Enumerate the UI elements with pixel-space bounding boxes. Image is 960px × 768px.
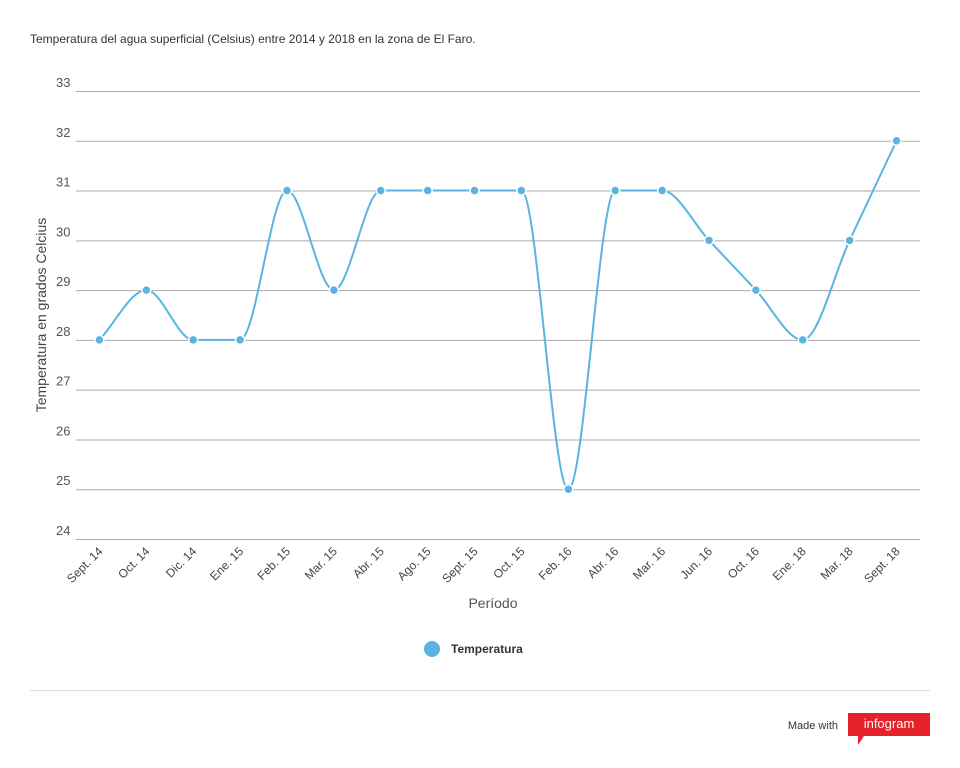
- y-tick-label: 25: [56, 473, 70, 488]
- data-point: [422, 185, 433, 196]
- x-tick-label: Oct. 14: [115, 544, 152, 581]
- footer-text: Made with: [788, 720, 838, 732]
- x-tick-label: Sept. 18: [861, 544, 903, 586]
- x-tick-label: Feb. 15: [254, 544, 293, 583]
- data-point: [891, 135, 902, 147]
- x-tick-label: Ene. 18: [770, 544, 809, 583]
- y-tick-label: 27: [56, 374, 70, 389]
- chart-title: Temperatura del agua superficial (Celsiu…: [30, 32, 476, 46]
- x-tick-label: Abr. 16: [585, 544, 622, 581]
- y-tick-label: 29: [56, 274, 70, 289]
- data-point: [187, 334, 199, 346]
- y-tick-label: 30: [56, 224, 70, 239]
- x-tick-label: Mar. 15: [302, 544, 340, 582]
- data-point: [375, 185, 387, 196]
- legend-marker: [424, 641, 440, 657]
- y-axis-label: Temperatura en grados Celcius: [33, 218, 49, 413]
- y-tick-label: 28: [56, 324, 70, 339]
- x-axis-label: Período: [468, 595, 517, 611]
- x-tick-label: Ene. 15: [207, 544, 246, 583]
- x-tick-label: Mar. 16: [630, 544, 668, 582]
- data-point: [797, 334, 809, 346]
- data-point: [656, 185, 668, 196]
- brand-badge: [848, 713, 930, 745]
- data-point: [234, 334, 246, 346]
- data-point: [609, 185, 621, 196]
- data-point: [563, 483, 574, 495]
- x-tick-label: Oct. 15: [490, 544, 527, 581]
- brand-text: infogram: [864, 716, 915, 731]
- data-point: [94, 334, 105, 346]
- data-point: [844, 235, 855, 246]
- x-tick-label: Mar. 18: [818, 544, 856, 582]
- y-tick-label: 24: [56, 523, 70, 538]
- x-tick-label: Abr. 15: [350, 544, 387, 581]
- data-point: [516, 185, 527, 196]
- data-point: [703, 235, 715, 246]
- x-tick-label: Oct. 16: [725, 544, 762, 581]
- y-tick-label: 26: [56, 423, 70, 438]
- x-tick-label: Feb. 16: [536, 544, 575, 583]
- data-point: [281, 185, 293, 196]
- x-tick-label: Dic. 14: [163, 544, 200, 581]
- x-tick-label: Sept. 15: [439, 544, 481, 586]
- x-tick-label: Ago. 15: [395, 544, 434, 583]
- data-point: [750, 284, 762, 296]
- data-point: [328, 284, 340, 296]
- y-tick-label: 31: [56, 175, 70, 190]
- data-point: [141, 284, 152, 296]
- series-line: [98, 140, 898, 491]
- y-tick-label: 32: [56, 125, 70, 140]
- x-tick-label: Jun. 16: [677, 544, 715, 582]
- x-tick-label: Sept. 14: [64, 544, 106, 586]
- legend-label: Temperatura: [451, 642, 523, 656]
- data-point: [469, 185, 480, 196]
- y-tick-label: 33: [56, 75, 70, 90]
